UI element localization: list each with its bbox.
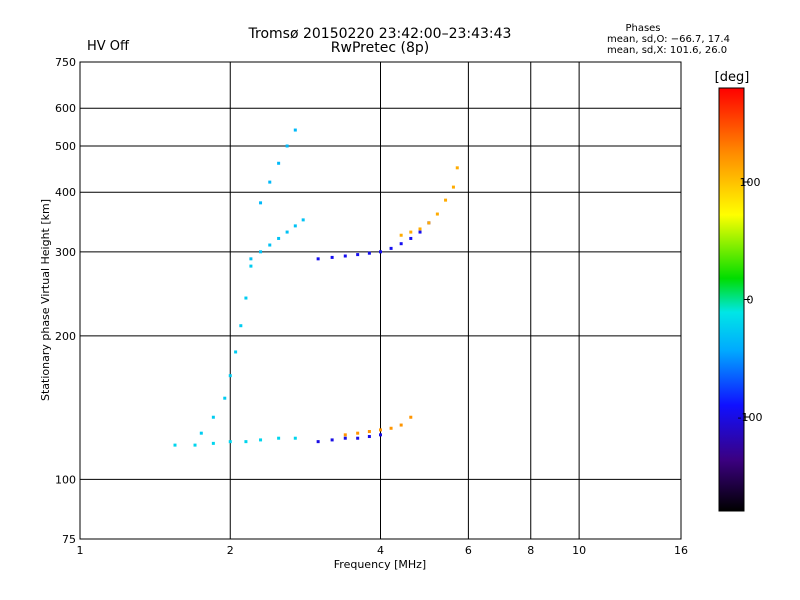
data-point [444, 198, 448, 202]
status-text: HV Off [87, 39, 130, 54]
data-point [399, 233, 403, 237]
data-point [173, 443, 177, 447]
data-point [379, 428, 382, 432]
data-point [367, 435, 371, 439]
x-tick-label: 6 [465, 544, 472, 557]
data-point [418, 227, 422, 231]
data-point [277, 236, 281, 240]
data-point [193, 443, 197, 447]
data-point [435, 212, 439, 216]
data-point [293, 224, 297, 228]
y-tick-label: 75 [62, 533, 76, 546]
data-point [223, 396, 227, 400]
data-point [356, 431, 360, 435]
data-point [451, 185, 455, 189]
data-point [249, 257, 253, 261]
data-point [409, 230, 413, 234]
colorbar-tick-label: 100 [740, 176, 761, 189]
x-tick-label: 4 [377, 544, 384, 557]
phases-title: Phases [625, 23, 660, 34]
colorbar [718, 87, 745, 512]
y-tick-label: 200 [55, 330, 76, 343]
data-point [316, 257, 320, 261]
data-point [343, 254, 347, 258]
data-point [199, 431, 203, 435]
data-point [356, 253, 360, 257]
y-tick-label: 750 [55, 56, 76, 69]
data-point [379, 433, 382, 437]
chart-title: Tromsø 20150220 23:42:00–23:43:43 [248, 26, 512, 42]
y-tick-label: 100 [55, 473, 76, 486]
chart-subtitle: RwPretec (8p) [331, 40, 429, 56]
data-point [228, 440, 232, 444]
data-point [343, 433, 347, 437]
phases-x-line: mean, sd,X: 101.6, 26.0 [607, 45, 727, 56]
x-tick-label: 2 [227, 544, 234, 557]
y-tick-label: 500 [55, 140, 76, 153]
colorbar-label: [deg] [715, 70, 750, 85]
data-point [249, 264, 253, 268]
data-point [285, 144, 289, 148]
colorbar-ticks: 100 0 -100 [738, 176, 763, 424]
data-point [455, 166, 459, 170]
data-point [330, 255, 334, 259]
data-point [211, 441, 215, 445]
data-point [379, 250, 382, 254]
data-point [409, 236, 413, 240]
data-point [316, 440, 320, 444]
data-point [239, 324, 243, 328]
x-tick-label: 16 [674, 544, 688, 557]
data-point [409, 415, 413, 419]
data-point [268, 180, 272, 184]
y-tick-label: 300 [55, 246, 76, 259]
data-point [259, 250, 263, 254]
data-point [330, 438, 334, 442]
data-point [367, 251, 371, 255]
colorbar-tick-label: 0 [747, 294, 754, 307]
data-point [293, 436, 297, 440]
data-point [268, 243, 272, 247]
y-axis-label: Stationary phase Virtual Height [km] [39, 199, 52, 401]
data-point [277, 436, 281, 440]
data-point [356, 436, 360, 440]
x-tick-label: 10 [572, 544, 586, 557]
x-axis-label: Frequency [MHz] [334, 558, 426, 571]
colorbar-tick-label: -100 [738, 411, 763, 424]
data-point [399, 242, 403, 246]
data-points [173, 128, 459, 447]
data-point [259, 201, 263, 205]
y-tick-label: 600 [55, 102, 76, 115]
data-point [244, 440, 248, 444]
axis-ticks: 1 2 4 6 8 10 16 75 100 200 300 400 500 600 750 [55, 56, 688, 557]
data-point [399, 423, 403, 427]
data-point [389, 426, 393, 430]
data-point [301, 218, 305, 222]
data-point [211, 415, 215, 419]
data-point [367, 430, 371, 434]
data-point [343, 436, 347, 440]
y-tick-label: 400 [55, 186, 76, 199]
data-point [285, 230, 289, 234]
phases-o-line: mean, sd,O: −66.7, 17.4 [607, 34, 730, 45]
x-tick-label: 8 [527, 544, 534, 557]
data-point [427, 221, 431, 225]
data-point [418, 230, 422, 234]
data-point [234, 350, 238, 354]
x-tick-label: 1 [77, 544, 84, 557]
data-point [277, 161, 281, 165]
data-point [228, 374, 232, 378]
data-point [293, 128, 297, 132]
data-point [259, 438, 263, 442]
data-point [244, 296, 248, 300]
data-point [389, 246, 393, 250]
